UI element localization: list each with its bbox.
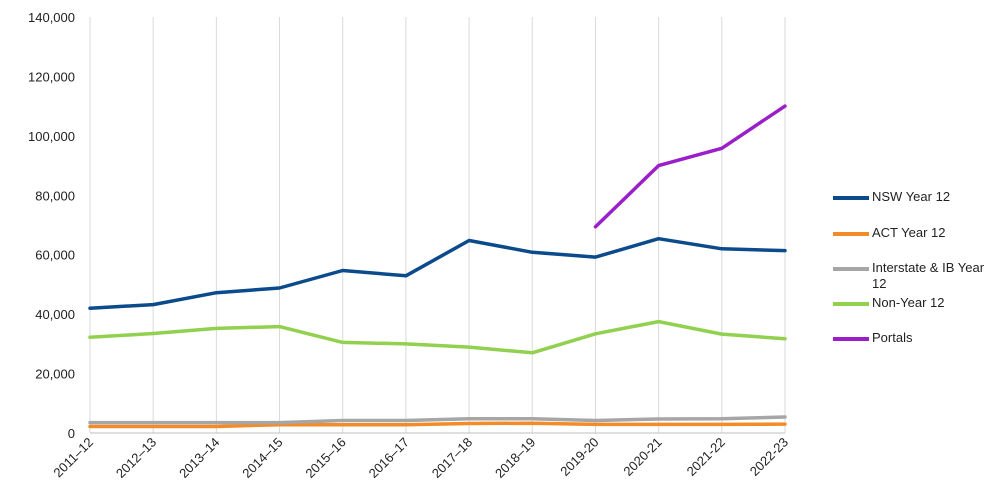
x-tick-label: 2018–19 bbox=[492, 435, 538, 481]
x-tick-label: 2019-20 bbox=[557, 435, 601, 479]
y-tick-label: 100,000 bbox=[28, 129, 75, 144]
series-lines bbox=[88, 104, 787, 429]
y-tick-label: 120,000 bbox=[28, 69, 75, 84]
legend-label: Portals bbox=[872, 330, 913, 345]
legend-swatch bbox=[833, 232, 869, 236]
x-tick-label: 2022-23 bbox=[747, 435, 791, 479]
series-line-interstate-ib-year-12 bbox=[88, 415, 787, 425]
legend-swatch bbox=[833, 302, 869, 306]
x-tick-label: 2013–14 bbox=[176, 435, 222, 481]
x-tick-label: 2012–13 bbox=[113, 435, 159, 481]
legend-label: ACT Year 12 bbox=[872, 225, 946, 240]
y-tick-label: 40,000 bbox=[35, 307, 75, 322]
y-tick-label: 60,000 bbox=[35, 248, 75, 263]
legend-label: NSW Year 12 bbox=[872, 189, 951, 204]
legend-label: Non-Year 12 bbox=[872, 295, 945, 310]
x-tick-label: 2020-21 bbox=[620, 435, 664, 479]
series-line-nsw-year-12 bbox=[88, 236, 787, 310]
x-tick-label: 2016–17 bbox=[366, 435, 412, 481]
series-line-act-year-12 bbox=[88, 421, 787, 429]
legend-item: Portals bbox=[833, 330, 997, 346]
x-tick-label: 2014–15 bbox=[239, 435, 285, 481]
legend-item: ACT Year 12 bbox=[833, 225, 997, 241]
legend-item: NSW Year 12 bbox=[833, 189, 997, 205]
x-tick-label: 2015–16 bbox=[302, 435, 348, 481]
y-tick-label: 80,000 bbox=[35, 188, 75, 203]
y-tick-label: 20,000 bbox=[35, 367, 75, 382]
x-tick-label: 2017–18 bbox=[429, 435, 475, 481]
x-tick-label: 2021-22 bbox=[684, 435, 728, 479]
x-axis-tick-labels: 2011–12 2012–13 2013–14 2014–15 2015–16 2016–… bbox=[50, 435, 791, 481]
legend-swatch bbox=[833, 267, 869, 271]
y-tick-label: 0 bbox=[68, 426, 75, 441]
legend-label: Interstate & IB Year 12 bbox=[872, 260, 985, 291]
series-line-non-year-12 bbox=[88, 319, 787, 355]
grid-lines bbox=[89, 17, 786, 433]
legend-swatch bbox=[833, 337, 869, 341]
series-line-portals bbox=[593, 104, 787, 229]
y-axis-tick-labels: 0 20,000 40,000 60,000 80,000 100,000 120,000 1… bbox=[28, 10, 75, 441]
x-tick-label: 2011–12 bbox=[50, 435, 96, 481]
legend-item: Interstate & IB Year 12 bbox=[833, 260, 997, 292]
y-tick-label: 140,000 bbox=[28, 10, 75, 25]
legend-item: Non-Year 12 bbox=[833, 295, 997, 311]
legend-swatch bbox=[833, 196, 869, 200]
